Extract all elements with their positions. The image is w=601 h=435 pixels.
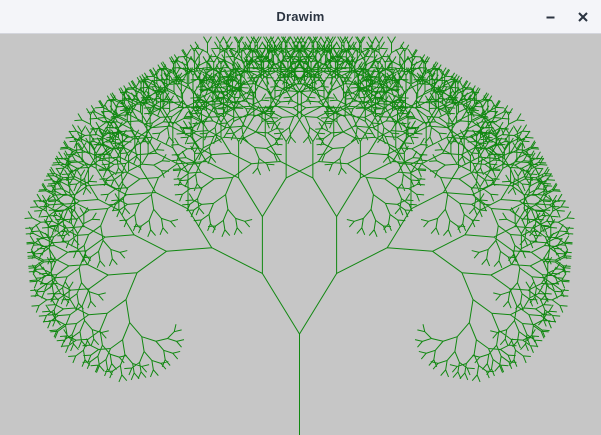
- minimize-icon: [546, 16, 555, 19]
- window-title: Drawim: [276, 9, 325, 24]
- drawing-canvas[interactable]: [0, 35, 601, 435]
- fractal-tree: [24, 36, 575, 435]
- close-button[interactable]: [573, 7, 593, 27]
- tree-branches: [24, 36, 575, 435]
- close-icon: [578, 12, 588, 22]
- minimize-button[interactable]: [541, 7, 561, 27]
- title-bar[interactable]: Drawim: [0, 0, 601, 34]
- tree-branch-path: [24, 36, 575, 435]
